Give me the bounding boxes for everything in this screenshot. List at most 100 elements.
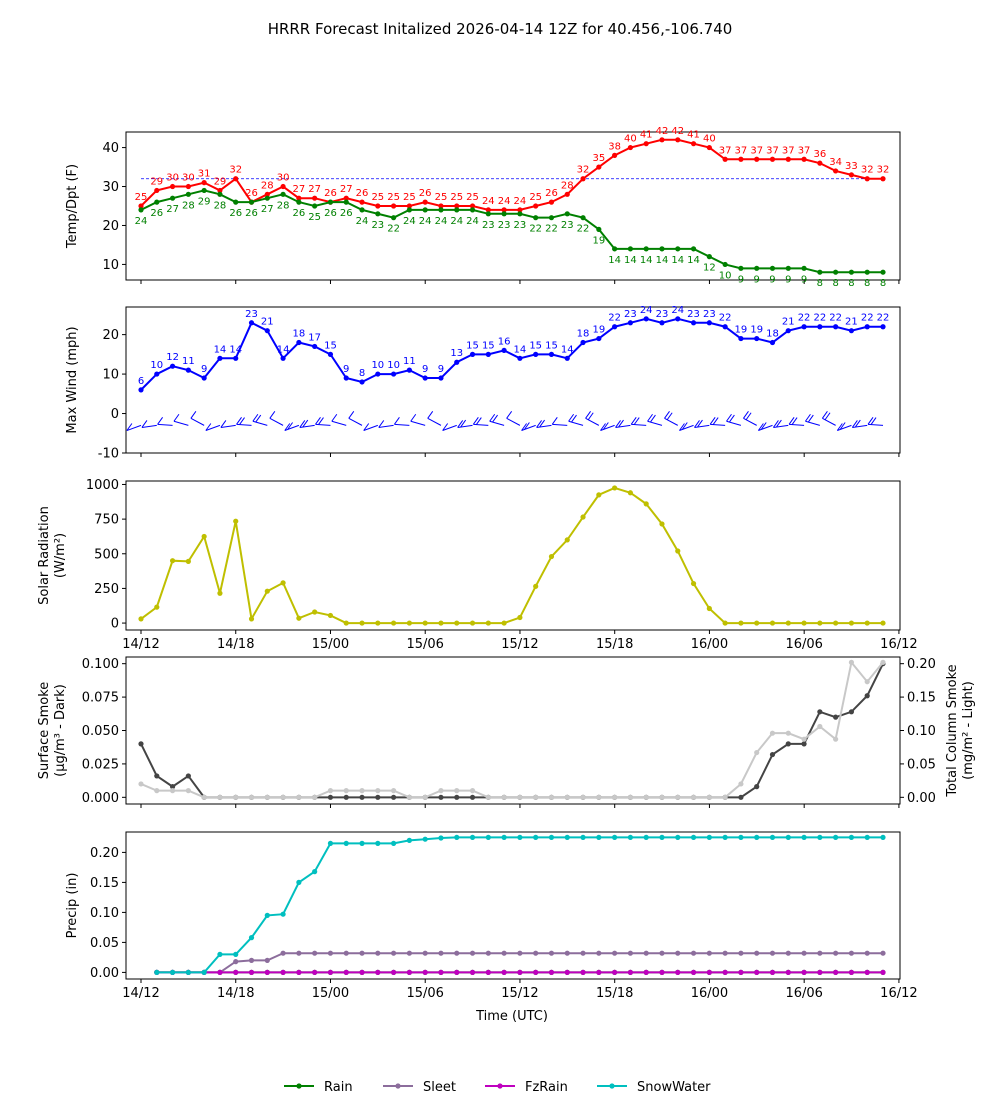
data-label: 14 [640, 255, 653, 266]
wind-barb [269, 411, 284, 426]
data-point [848, 969, 855, 976]
data-point [390, 620, 397, 626]
data-label: 9 [754, 274, 760, 285]
series-line-temp [140, 138, 883, 211]
data-label: 29 [150, 176, 163, 187]
data-point [880, 620, 886, 626]
wind-barb [551, 417, 568, 426]
data-point [280, 580, 286, 586]
data-point [848, 950, 855, 956]
data-point [801, 156, 807, 162]
data-point [154, 773, 160, 779]
data-point [580, 950, 586, 956]
legend-item-rain: Rain [284, 1080, 353, 1095]
data-point [880, 269, 886, 275]
data-label: 30 [166, 173, 179, 184]
data-point [406, 203, 412, 209]
data-label: 21 [782, 317, 795, 328]
data-label: 24 [450, 216, 463, 227]
panel-precip: 14/12 14/18 15/00 15/06 15/12 15/18 16/00 16/06… [65, 831, 918, 1001]
y2-tick-label: 0.20 [907, 657, 936, 672]
data-label: 10 [150, 360, 163, 371]
data-label: 24 [671, 305, 684, 316]
data-point [469, 351, 476, 357]
data-point [769, 730, 776, 736]
data-point [548, 351, 555, 357]
data-point [643, 950, 649, 956]
y-axis-label: Solar Radiation(W/m²) [37, 506, 68, 605]
data-point [580, 834, 586, 841]
data-point [785, 741, 791, 747]
data-point [706, 950, 712, 956]
data-label: 25 [308, 212, 321, 223]
data-point [833, 736, 839, 742]
data-point [817, 950, 823, 956]
data-point [217, 969, 223, 976]
y-tick-label: 0.15 [90, 876, 119, 891]
data-point [359, 379, 365, 385]
legend-item-sleet: Sleet [383, 1080, 456, 1095]
data-point [280, 355, 286, 361]
data-point [627, 144, 634, 151]
data-point [264, 195, 270, 201]
wind-barb [664, 411, 679, 426]
data-point [596, 950, 602, 956]
panel-frame [125, 306, 901, 454]
wind-barb [348, 411, 363, 426]
data-point [833, 168, 839, 174]
data-point [248, 320, 255, 326]
data-point [280, 183, 286, 190]
data-point [154, 371, 160, 377]
wind-barb [694, 419, 710, 428]
data-point [769, 156, 776, 162]
data-label: 28 [561, 180, 574, 191]
data-label: 8 [359, 368, 365, 379]
data-point [690, 580, 697, 587]
data-point [548, 794, 555, 800]
data-label: 30 [277, 173, 290, 184]
wind-barb [363, 423, 378, 431]
data-label: 41 [640, 130, 653, 141]
data-point [596, 226, 602, 232]
data-point [817, 160, 823, 166]
data-label: 24 [419, 216, 432, 227]
wind-barb [836, 422, 852, 431]
wind-barb [190, 411, 205, 426]
data-label: 24 [135, 216, 148, 227]
wind-barb [709, 417, 726, 426]
data-point [864, 834, 870, 841]
data-point [880, 969, 886, 976]
data-point [343, 788, 349, 794]
data-point [659, 950, 665, 956]
wind-barb [252, 413, 268, 426]
data-point [264, 794, 270, 800]
x-axis-label: Time (UTC) [475, 1009, 548, 1024]
data-point [217, 355, 223, 361]
data-point [438, 969, 444, 976]
y-tick-label: 0.050 [82, 724, 119, 739]
legend-label: SnowWater [637, 1080, 711, 1095]
data-point [801, 736, 807, 742]
data-point [501, 834, 507, 841]
data-label: 29 [214, 176, 227, 187]
data-point [533, 969, 539, 976]
data-point [169, 969, 176, 976]
data-point [233, 959, 239, 965]
data-point [264, 328, 270, 334]
data-label: 18 [293, 329, 306, 340]
data-point [517, 207, 523, 213]
data-point [817, 269, 823, 275]
data-label: 14 [229, 344, 242, 355]
data-point [233, 969, 239, 976]
data-point [501, 347, 507, 354]
data-point [596, 492, 602, 498]
data-point [659, 834, 665, 841]
data-point [264, 588, 270, 594]
x-tick-label: 14/18 [217, 637, 254, 652]
x-tick-label: 16/12 [880, 637, 917, 652]
series-line-sleet [156, 952, 883, 974]
data-label: 26 [324, 188, 337, 199]
data-point [801, 950, 807, 956]
data-label: 32 [229, 165, 242, 176]
data-point [454, 207, 460, 213]
